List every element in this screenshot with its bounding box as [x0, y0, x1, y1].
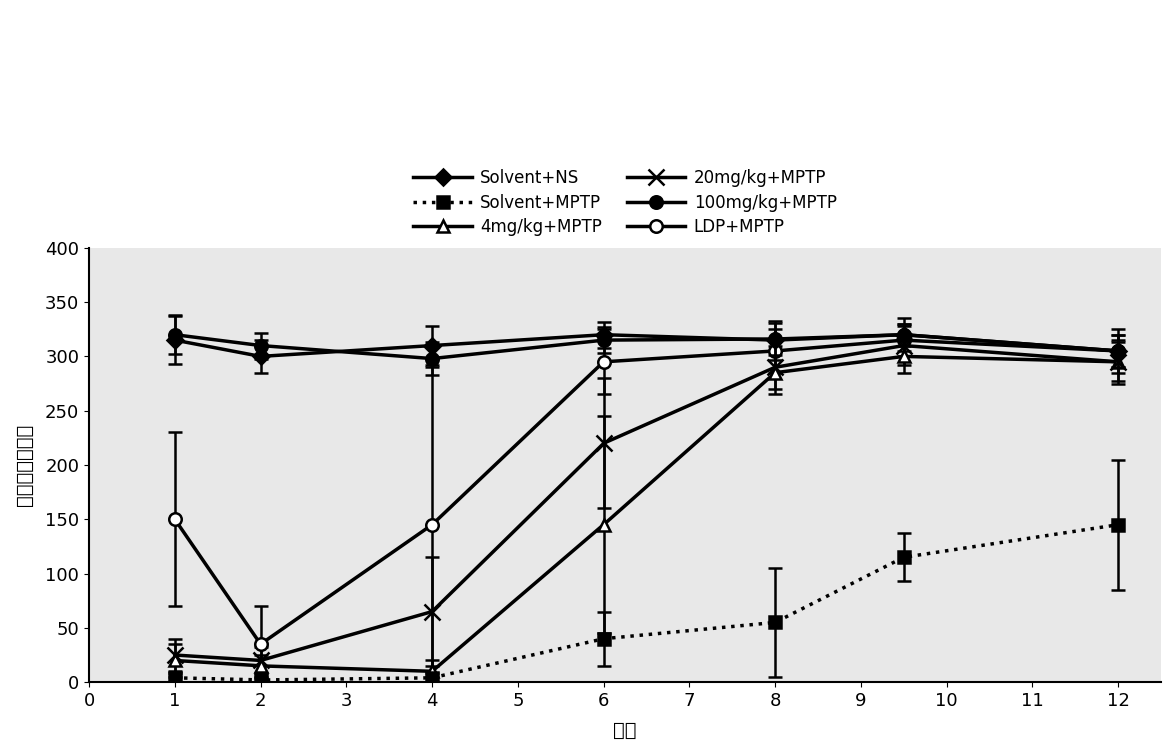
Legend: Solvent+NS, Solvent+MPTP, 4mg/kg+MPTP, 20mg/kg+MPTP, 100mg/kg+MPTP, LDP+MPTP: Solvent+NS, Solvent+MPTP, 4mg/kg+MPTP, 2… [405, 161, 846, 245]
Y-axis label: 停留时间（秒）: 停留时间（秒） [15, 424, 34, 506]
X-axis label: 小时: 小时 [614, 721, 636, 740]
